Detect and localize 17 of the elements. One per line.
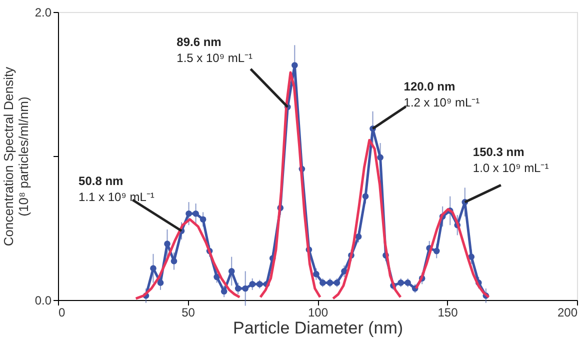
annotation: 1.1 x 10⁹ mL⁻¹: [78, 190, 154, 204]
y-axis-title: Concentration Spectral Density (10⁸ particles/ml/nm): [0, 66, 31, 246]
annotation: 120.0 nm: [404, 80, 456, 94]
annotation: 150.3 nm: [472, 145, 524, 160]
x-tick-label: 200: [557, 306, 578, 320]
x-tick-label: 50: [182, 306, 196, 320]
x-tick-label: 100: [308, 306, 328, 320]
annotation: 1.0 x 10⁹ mL⁻¹: [472, 161, 549, 176]
y-tick-label: 0.0: [34, 294, 52, 308]
y-tick-label: 2.0: [34, 6, 52, 20]
annotation: 1.2 x 10⁹ mL⁻¹: [404, 96, 480, 110]
x-axis-title: Particle Diameter (nm): [232, 318, 404, 338]
x-tick-label: 150: [438, 306, 458, 320]
annotation: 89.6 nm: [176, 35, 222, 50]
annotation: 50.8 nm: [78, 174, 124, 188]
x-tick-label: 0: [58, 306, 66, 320]
annotation: 1.5 x 10⁹ mL⁻¹: [176, 51, 252, 66]
